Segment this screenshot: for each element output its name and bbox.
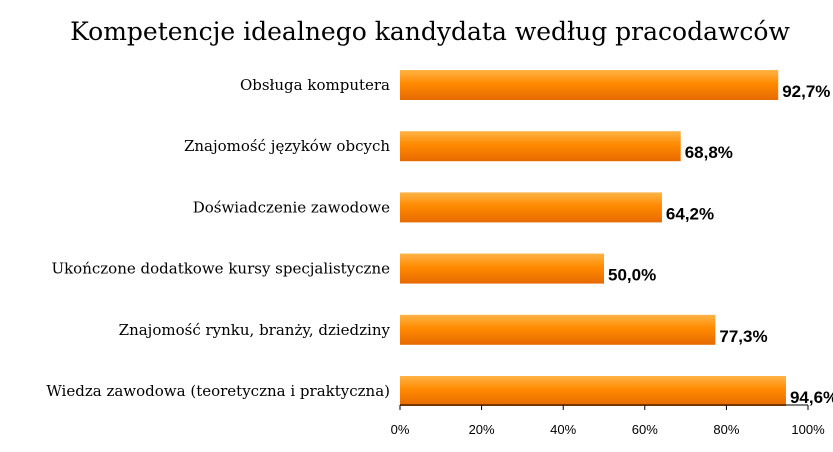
data-label: 68,8% xyxy=(685,143,733,162)
x-tick-label: 80% xyxy=(713,422,739,437)
category-label: Obsługa komputera xyxy=(240,76,390,94)
category-label: Znajomość języków obcych xyxy=(184,137,390,155)
bar xyxy=(400,314,716,345)
category-label: Doświadczenie zawodowe xyxy=(193,198,390,216)
bar xyxy=(400,376,786,406)
x-tick-label: 40% xyxy=(550,422,576,437)
x-tick-label: 20% xyxy=(469,422,495,437)
category-label: Ukończone dodatkowe kursy specjalistyczn… xyxy=(51,260,390,278)
x-tick-label: 100% xyxy=(791,422,825,437)
bar xyxy=(400,70,779,100)
category-label: Wiedza zawodowa (teoretyczna i praktyczn… xyxy=(46,382,390,400)
data-label: 92,7% xyxy=(782,82,830,101)
data-label: 94,6% xyxy=(790,388,833,407)
plot-area: Obsługa komputera 92,7% Znajomość języków … xyxy=(46,70,833,437)
bar xyxy=(400,192,662,223)
chart-title: Kompetencje idealnego kandydata według p… xyxy=(70,17,790,46)
bar xyxy=(400,131,681,162)
category-label: Znajomość rynku, branży, dziedziny xyxy=(119,321,391,339)
data-label: 50,0% xyxy=(608,266,656,285)
data-label: 64,2% xyxy=(666,204,714,223)
x-tick-label: 60% xyxy=(632,422,658,437)
bar xyxy=(400,253,604,284)
x-tick-label: 0% xyxy=(391,422,410,437)
data-label: 77,3% xyxy=(719,327,767,346)
